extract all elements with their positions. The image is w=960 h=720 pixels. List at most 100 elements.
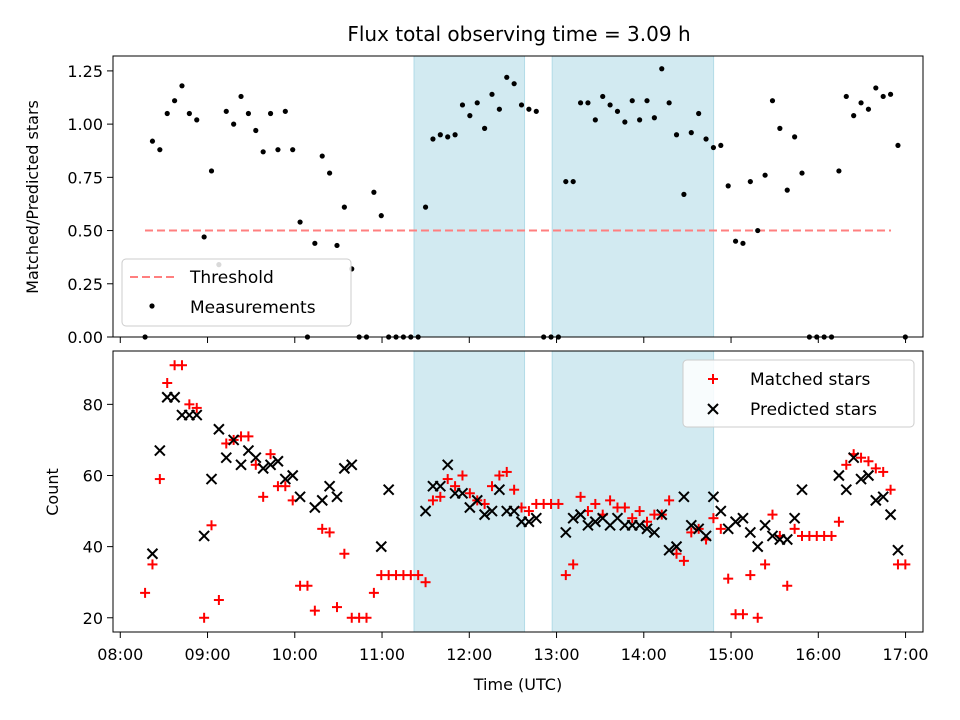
matched-star-point (213, 594, 224, 605)
measurement-point (422, 204, 429, 210)
ratio-y-tick-label: 0.75 (67, 168, 103, 187)
predicted-star-point (338, 462, 351, 475)
predicted-star-point (729, 516, 742, 528)
measurement-point (688, 130, 694, 136)
count-y-tick-label: 40 (83, 538, 103, 557)
measurement-point (755, 227, 761, 234)
measurement-point (858, 100, 864, 106)
predicted-star-point (788, 512, 801, 524)
matched-star-point (280, 481, 291, 492)
measurement-point (194, 117, 200, 123)
predicted-star-point (434, 480, 447, 492)
measurement-point (201, 234, 207, 240)
predicted-star-point (382, 484, 395, 496)
measurement-point (430, 136, 436, 142)
measurement-point (327, 170, 333, 176)
ratio-legend: Threshold Measurements (121, 258, 352, 327)
predicted-star-point (855, 473, 867, 485)
measurement-point (600, 93, 606, 100)
measurement-point (445, 134, 451, 140)
predicted-star-point (478, 508, 491, 521)
matched-star-point (900, 559, 911, 570)
predicted-star-point (168, 391, 181, 403)
x-tick-label: 09:00 (184, 645, 230, 664)
matched-star-point (760, 559, 771, 570)
predicted-star-point (589, 516, 602, 528)
predicted-star-point (892, 544, 904, 556)
matched-star-point (199, 612, 210, 623)
measurement-point (341, 204, 347, 210)
predicted-star-point (471, 494, 483, 507)
matched-star-point (191, 402, 202, 413)
measurement-point (895, 142, 901, 149)
predicted-star-point (198, 530, 210, 542)
matched-star-point (782, 580, 793, 591)
predicted-star-point (441, 459, 454, 471)
matched-star-point (309, 605, 320, 616)
measurement-point (732, 238, 739, 244)
measurement-point (172, 98, 178, 104)
measurement-point (496, 106, 502, 112)
matched-star-point (634, 506, 645, 517)
measurement-point (740, 240, 746, 246)
matched-star-point (767, 509, 778, 520)
matched-star-point (870, 463, 881, 474)
predicted-star-point (523, 516, 535, 528)
ratio-y-tick-label: 1.00 (67, 115, 103, 134)
predicted-star-point (286, 469, 299, 482)
matched-star-point (605, 495, 616, 506)
predicted-star-point (752, 540, 764, 553)
measurement-point (629, 98, 635, 104)
matched-star-point (856, 452, 867, 463)
measurement-point (164, 110, 170, 117)
measurement-point (622, 119, 628, 125)
matched-star-point (678, 555, 689, 566)
predicted-star-point (146, 548, 159, 560)
count-y-axis-label: Count (43, 468, 62, 516)
x-tick-label: 13:00 (533, 645, 579, 664)
x-tick-label: 08:00 (97, 645, 143, 664)
matched-star-point (745, 570, 756, 581)
measurement-point (378, 213, 384, 219)
matched-star-point (302, 580, 313, 591)
ratio-y-tick-label: 1.25 (67, 62, 103, 81)
predicted-star-point (582, 519, 594, 531)
measurement-point (777, 125, 783, 131)
predicted-star-point (870, 494, 882, 507)
matched-star-point (723, 573, 734, 584)
chart-title: Flux total observing time = 3.09 h (347, 22, 690, 46)
matched-star-point (317, 523, 328, 534)
x-tick-label: 10:00 (272, 645, 318, 664)
predicted-star-point (633, 519, 646, 531)
measurement-point (570, 178, 576, 185)
predicted-star-point (744, 526, 757, 539)
ratio-y-tick-label: 0.25 (67, 275, 103, 294)
matched-star-point (568, 559, 579, 570)
measurement-point (644, 98, 650, 104)
measurement-point (592, 117, 598, 123)
count-y-tick-label: 20 (83, 609, 103, 628)
measurement-point (253, 127, 259, 134)
ratio-panel: 0.00 0.25 0.50 0.75 1.00 1.25 Matched/Predict… (23, 55, 924, 347)
ratio-observing-band (413, 55, 526, 338)
count-y-tick-label: 80 (83, 395, 103, 414)
measurement-point (437, 132, 443, 138)
predicted-star-point (272, 455, 284, 467)
measurement-point (563, 178, 569, 185)
predicted-star-point (840, 484, 852, 496)
matched-star-point (331, 602, 342, 613)
ratio-y-tick-label: 0.00 (67, 328, 103, 347)
predicted-star-point (213, 423, 225, 435)
matched-star-point (509, 484, 520, 495)
matched-star-point (339, 548, 350, 559)
predicted-star-point (456, 487, 469, 499)
legend-predicted-label: Predicted stars (750, 400, 877, 420)
predicted-star-point (250, 452, 262, 464)
predicted-star-point (847, 452, 860, 464)
predicted-star-point (641, 523, 653, 535)
matched-star-point (427, 495, 438, 506)
measurement-point (533, 108, 539, 114)
predicted-star-point (508, 505, 520, 517)
matched-star-point (450, 481, 461, 492)
legend-measurements-label: Measurements (190, 298, 316, 318)
